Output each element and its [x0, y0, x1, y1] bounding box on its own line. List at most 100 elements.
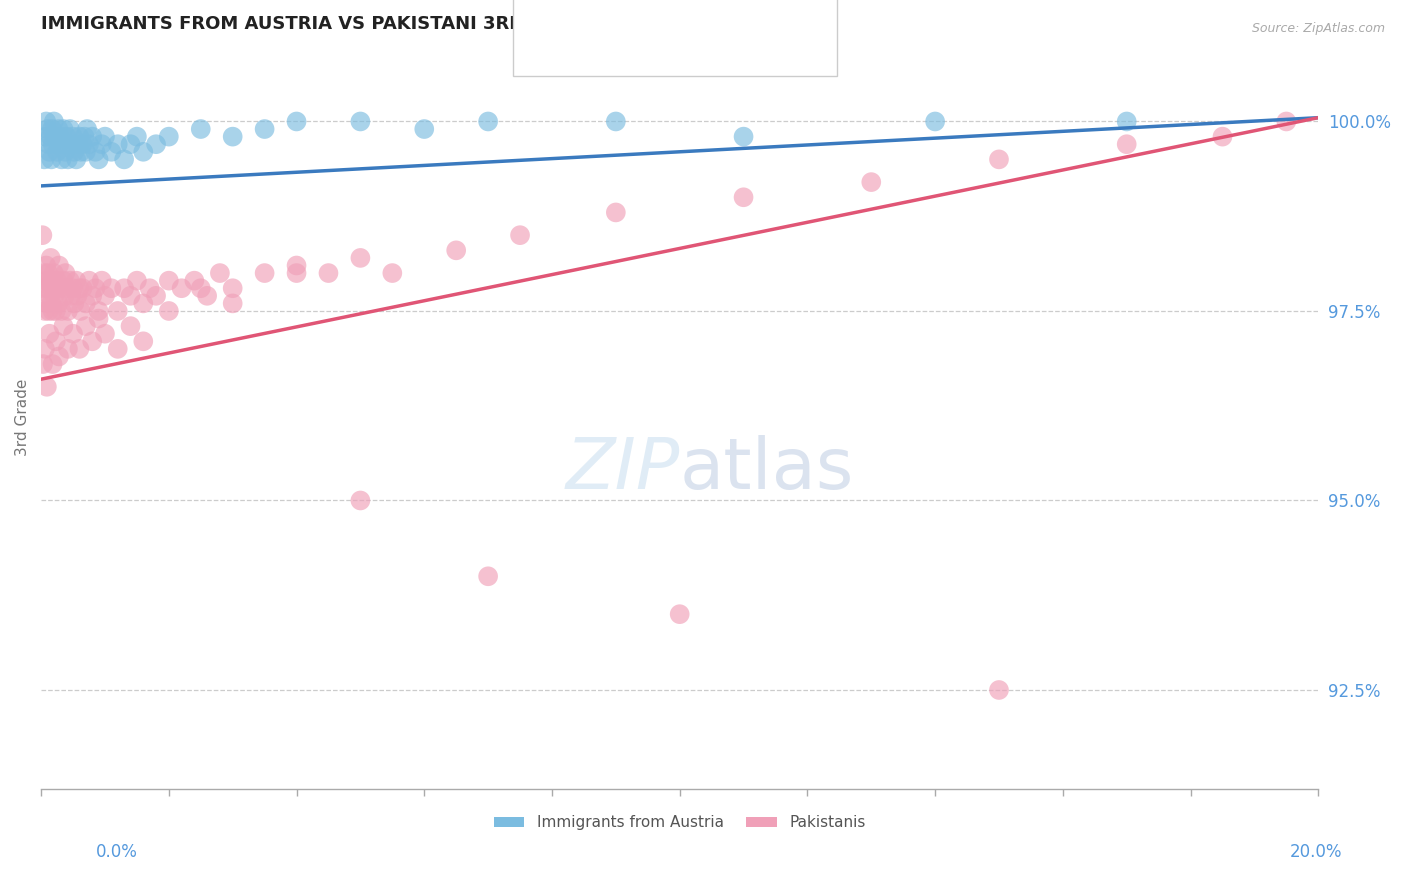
Point [120, 319, 142, 334]
Point [82, 289, 104, 303]
Text: atlas: atlas [679, 434, 853, 504]
Point [125, 274, 148, 288]
Point [349, 114, 371, 128]
Point [32, 357, 55, 371]
Point [34, 342, 56, 356]
Point [87, 311, 110, 326]
Point [34, 266, 56, 280]
Point [94, 129, 117, 144]
Point [56, 153, 79, 167]
Point [84, 281, 107, 295]
Point [120, 289, 142, 303]
Point [477, 114, 499, 128]
Text: R =: R = [572, 42, 612, 60]
Point [77, 274, 100, 288]
Point [285, 266, 308, 280]
Point [35, 296, 58, 310]
Point [72, 281, 94, 295]
Point [988, 683, 1011, 698]
Point [44, 129, 66, 144]
Text: ——: —— [530, 8, 561, 22]
Point [138, 281, 160, 295]
Point [860, 175, 883, 189]
Point [60, 289, 83, 303]
Point [41, 296, 63, 310]
Point [413, 122, 436, 136]
Point [253, 266, 276, 280]
Point [48, 122, 70, 136]
Point [107, 342, 129, 356]
Point [34, 274, 56, 288]
Point [41, 281, 63, 295]
Text: 101: 101 [693, 42, 731, 60]
Point [51, 153, 73, 167]
Point [100, 145, 122, 159]
Text: 0.279: 0.279 [609, 6, 665, 24]
Text: ——: —— [530, 44, 561, 58]
Point [38, 326, 60, 341]
Point [60, 137, 83, 152]
Point [87, 153, 110, 167]
Point [285, 114, 308, 128]
Point [69, 304, 91, 318]
Point [51, 304, 73, 318]
Point [38, 304, 60, 318]
Point [349, 493, 371, 508]
Point [988, 153, 1011, 167]
Point [120, 137, 142, 152]
Point [52, 319, 75, 334]
Point [44, 289, 66, 303]
Point [53, 137, 76, 152]
Point [48, 350, 70, 364]
Point [733, 129, 755, 144]
Point [1115, 137, 1137, 152]
Point [53, 289, 76, 303]
Point [132, 334, 155, 349]
Point [52, 274, 75, 288]
Point [62, 129, 84, 144]
Point [668, 607, 690, 622]
Point [52, 122, 75, 136]
Point [37, 266, 59, 280]
Point [72, 137, 94, 152]
Point [183, 274, 205, 288]
Point [67, 342, 90, 356]
Point [190, 281, 212, 295]
Point [67, 281, 90, 295]
Point [38, 145, 60, 159]
Point [39, 251, 62, 265]
Text: N =: N = [661, 6, 700, 24]
Point [1275, 114, 1298, 128]
Point [112, 153, 135, 167]
Point [38, 137, 60, 152]
Point [1115, 114, 1137, 128]
Point [35, 259, 58, 273]
Point [157, 129, 180, 144]
Point [107, 304, 129, 318]
Y-axis label: 3rd Grade: 3rd Grade [15, 378, 30, 456]
Point [45, 334, 67, 349]
Point [132, 145, 155, 159]
Point [76, 122, 98, 136]
Point [49, 129, 72, 144]
Point [41, 122, 63, 136]
Point [41, 153, 63, 167]
Text: 20.0%: 20.0% [1291, 843, 1343, 861]
Point [34, 129, 56, 144]
Point [145, 289, 167, 303]
Point [90, 274, 112, 288]
Text: 0.212: 0.212 [609, 42, 665, 60]
Point [44, 281, 66, 295]
Point [45, 304, 67, 318]
Point [53, 145, 76, 159]
Point [55, 129, 77, 144]
Point [605, 205, 627, 219]
Point [53, 266, 76, 280]
Point [253, 122, 276, 136]
Point [444, 244, 467, 258]
Point [221, 281, 243, 295]
Point [34, 304, 56, 318]
Point [37, 122, 59, 136]
Point [75, 145, 97, 159]
Point [733, 190, 755, 204]
